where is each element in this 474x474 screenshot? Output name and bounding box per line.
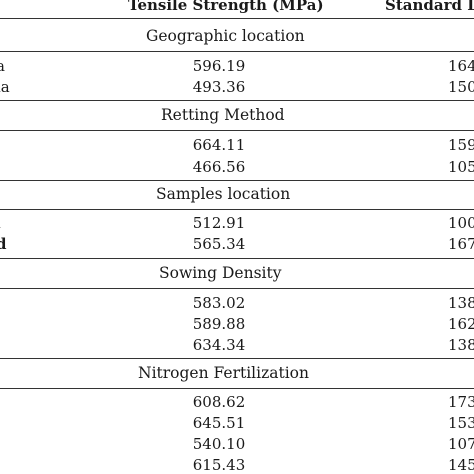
group-rule — [0, 180, 474, 181]
group-rule — [0, 388, 474, 389]
row-label: d — [0, 235, 7, 253]
group-rule — [0, 100, 474, 101]
tensile-value: 583.02 — [192, 294, 246, 312]
column-header-standard-deviation: Standard D — [385, 0, 474, 14]
sd-value: 173.3 — [448, 393, 474, 411]
tensile-value: 664.11 — [192, 136, 246, 154]
header-rule — [0, 18, 474, 19]
sd-value: 100.0 — [448, 214, 474, 232]
group-rule — [0, 358, 474, 359]
row-label: la — [0, 78, 10, 96]
group-rule — [0, 288, 474, 289]
row-label: l — [0, 214, 1, 232]
tensile-value: 565.34 — [192, 235, 246, 253]
row-label: a — [0, 57, 5, 75]
group-title-nitrogen-fertilization: Nitrogen Fertilization — [138, 364, 309, 382]
group-rule — [0, 51, 474, 52]
tensile-value: 589.88 — [192, 315, 246, 333]
tensile-value: 615.43 — [192, 456, 246, 474]
tensile-value: 645.51 — [192, 414, 246, 432]
tensile-value: 608.62 — [192, 393, 246, 411]
tensile-value: 512.91 — [192, 214, 246, 232]
group-title-geographic-location: Geographic location — [146, 27, 305, 45]
tensile-value: 540.10 — [192, 435, 246, 453]
group-rule — [0, 258, 474, 259]
sd-value: 138.9 — [448, 336, 474, 354]
sd-value: 145.9 — [448, 456, 474, 474]
sd-value: 150.4 — [448, 78, 474, 96]
sd-value: 162.5 — [448, 315, 474, 333]
group-title-samples-location: Samples location — [156, 185, 291, 203]
group-title-sowing-density: Sowing Density — [159, 264, 282, 282]
tensile-value: 493.36 — [192, 78, 246, 96]
group-rule — [0, 209, 474, 210]
sd-value: 153.0 — [448, 414, 474, 432]
sd-value: 159.0 — [448, 136, 474, 154]
sd-value: 138.9 — [448, 294, 474, 312]
sd-value: 105.3 — [448, 158, 474, 176]
tensile-value: 596.19 — [192, 57, 246, 75]
group-rule — [0, 130, 474, 131]
column-header-tensile-strength: Tensile Strength (MPa) — [128, 0, 324, 14]
sd-value: 107.0 — [448, 435, 474, 453]
group-title-retting-method: Retting Method — [161, 106, 285, 124]
tensile-value: 466.56 — [192, 158, 246, 176]
sd-value: 164.9 — [448, 57, 474, 75]
tensile-value: 634.34 — [192, 336, 246, 354]
sd-value: 167.3 — [448, 235, 474, 253]
